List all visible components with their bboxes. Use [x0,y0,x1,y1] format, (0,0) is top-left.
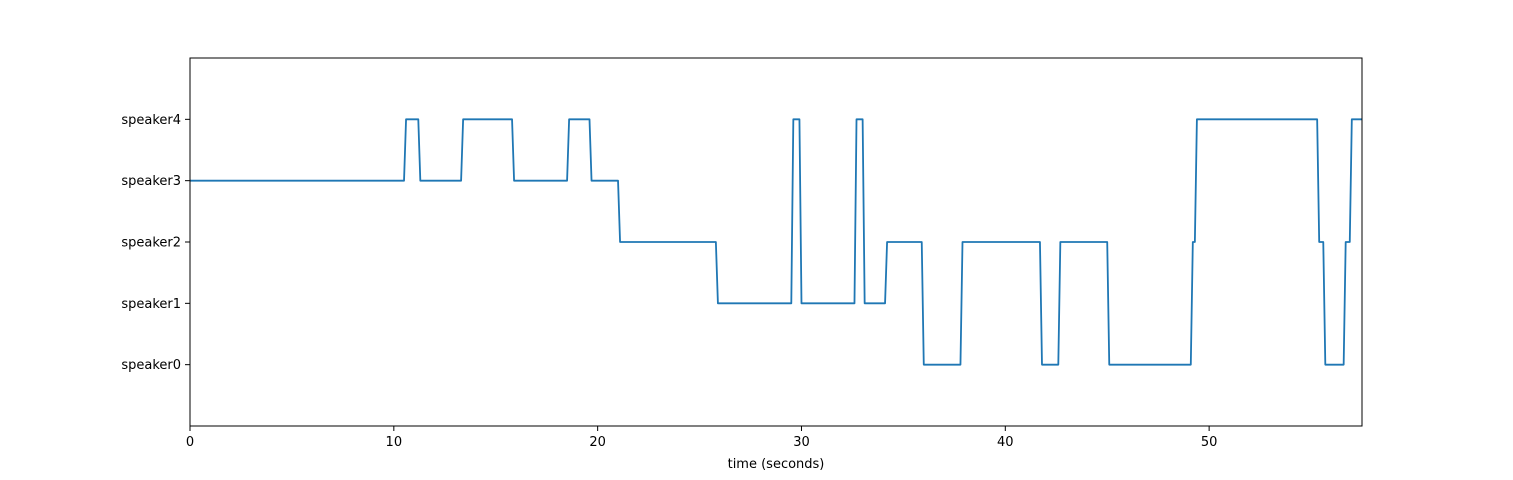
plot-area [190,58,1362,426]
x-tick-label: 10 [386,435,403,450]
x-tick-label: 30 [793,435,810,450]
y-tick-label-speaker4: speaker4 [121,113,181,128]
x-tick-label: 40 [997,435,1014,450]
y-axis: speaker0 speaker1 speaker2 speaker3 speaker4 [121,113,190,373]
series-line [190,118,1362,366]
x-tick-label: 0 [186,435,194,450]
plot-frame [189,57,1363,427]
x-axis: 0 10 20 30 40 50 [186,426,1218,450]
y-tick-label-speaker2: speaker2 [121,236,181,251]
x-tick-label: 50 [1201,435,1218,450]
x-tick-label: 20 [589,435,606,450]
y-tick-label-speaker3: speaker3 [121,174,181,189]
y-tick-label-speaker1: speaker1 [121,297,181,312]
x-axis-label: time (seconds) [728,457,825,472]
y-tick-label-speaker0: speaker0 [121,358,181,373]
